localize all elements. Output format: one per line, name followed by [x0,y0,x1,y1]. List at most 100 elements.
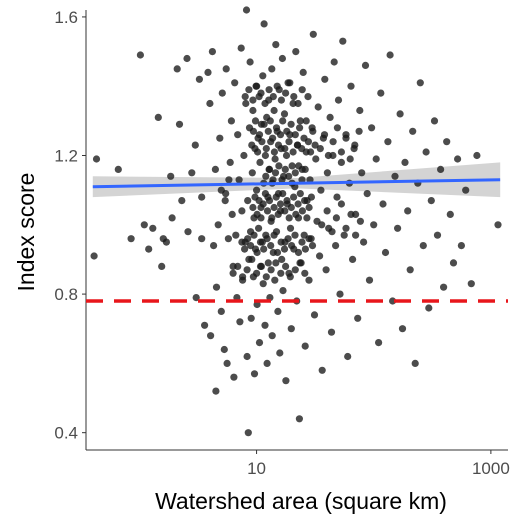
data-point [285,138,293,146]
data-point [221,197,229,205]
data-point [354,314,362,322]
data-point [282,151,291,160]
data-point [337,158,345,166]
data-point [256,158,264,166]
data-point [263,359,271,367]
data-point [242,99,250,108]
data-point [232,231,240,239]
data-point [427,197,435,205]
data-point [249,96,257,104]
data-point [231,79,239,87]
data-point [298,86,306,94]
data-point [337,148,345,156]
data-point [210,242,218,250]
data-point [271,155,279,163]
data-point [279,117,287,125]
data-point [140,221,148,229]
data-point [158,262,166,270]
data-point [287,120,295,128]
data-point [271,169,280,177]
data-point [268,65,276,73]
data-point [309,127,317,135]
data-point [235,176,243,184]
data-point [289,99,297,108]
data-point [259,200,267,208]
data-point [242,6,251,14]
data-point [305,235,313,243]
data-point [323,169,331,177]
data-point [302,117,310,125]
data-point [296,190,304,198]
data-point [333,193,341,201]
data-point [259,280,267,288]
data-point [290,193,298,201]
data-point [289,148,297,156]
data-point [449,259,458,267]
data-point [351,141,359,149]
data-point [322,266,330,274]
data-point [253,269,261,277]
data-point [440,283,448,291]
data-point [207,332,215,340]
data-point [347,82,355,90]
data-point [168,214,176,222]
data-point [457,242,465,250]
data-point [285,214,293,222]
data-point [201,321,209,329]
data-point [308,242,317,250]
data-point [269,93,277,101]
data-point [467,280,475,288]
data-point [339,37,347,45]
data-point [283,127,291,135]
data-point [272,193,280,201]
data-point [298,176,306,184]
data-point [295,415,303,423]
data-point [326,113,334,121]
data-point [290,93,298,101]
data-point [269,134,277,142]
data-point [296,117,304,125]
y-tick-label: 0.4 [54,424,78,443]
data-point [261,99,269,108]
data-point [277,269,285,277]
data-point [255,131,264,139]
data-point [136,51,144,59]
data-point [298,238,306,246]
x-tick-label: 10 [247,459,266,478]
data-point [301,269,309,277]
data-point [173,65,181,73]
data-point [370,221,378,229]
data-point [236,318,244,326]
data-point [268,332,276,340]
data-point [372,155,380,163]
data-point [222,65,230,73]
data-point [244,197,252,205]
data-point [287,203,295,212]
data-point [218,89,226,97]
data-point [184,228,192,236]
data-point [263,207,272,215]
data-point [284,235,292,243]
x-axis: 10 1000 [86,449,510,478]
data-point [114,165,122,173]
data-point [249,203,257,212]
data-point [316,145,324,153]
data-point [276,200,285,208]
data-point [234,262,242,270]
data-point [251,117,260,125]
data-point [317,186,325,194]
data-point [462,186,470,194]
data-point [282,377,290,385]
data-point [250,231,258,239]
data-point [298,145,306,153]
data-point [296,124,304,132]
data-point [264,127,272,135]
data-point [295,162,303,170]
data-point [245,86,253,94]
data-point [238,207,246,215]
data-point [228,210,236,218]
y-tick-label: 1.6 [54,8,78,27]
data-point [404,207,412,215]
data-point [249,127,257,135]
data-point [311,141,319,149]
